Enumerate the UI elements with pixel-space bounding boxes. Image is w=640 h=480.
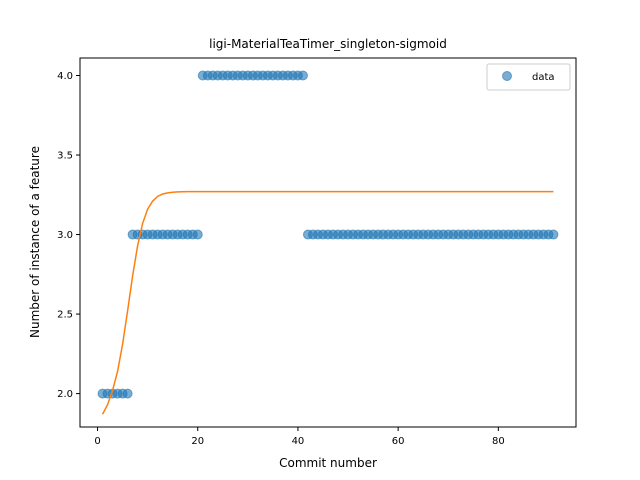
legend-box (486, 63, 571, 91)
legend-label-data: data (532, 72, 555, 83)
plot-marks (97, 70, 559, 415)
plot-frame (79, 57, 577, 428)
x-tick-label: 20 (191, 436, 204, 447)
y-tick-label: 3.0 (57, 230, 73, 241)
y-axis-label: Number of instance of a feature (28, 146, 42, 338)
y-tick-label: 2.5 (57, 310, 73, 321)
y-tick-label: 4.0 (57, 71, 73, 82)
x-tick-label: 60 (392, 436, 405, 447)
y-axis-ticks: 2.0 2.5 3.0 3.5 4.0 (57, 71, 80, 400)
legend-marker-data (502, 71, 512, 81)
data-point (122, 388, 133, 399)
data-point (192, 229, 203, 240)
x-tick-label: 0 (94, 436, 100, 447)
x-tick-label: 40 (292, 436, 305, 447)
x-axis-label: Commit number (279, 456, 377, 470)
x-tick-label: 80 (492, 436, 505, 447)
data-point (297, 70, 308, 81)
y-tick-label: 2.0 (57, 389, 73, 400)
fit-line (101, 190, 554, 415)
legend: data (486, 63, 571, 91)
x-axis-ticks: 0 20 40 60 80 (94, 427, 505, 447)
y-tick-label: 3.5 (57, 151, 73, 162)
chart-title: ligi-MaterialTeaTimer_singleton-sigmoid (209, 37, 447, 51)
data-point (548, 229, 559, 240)
